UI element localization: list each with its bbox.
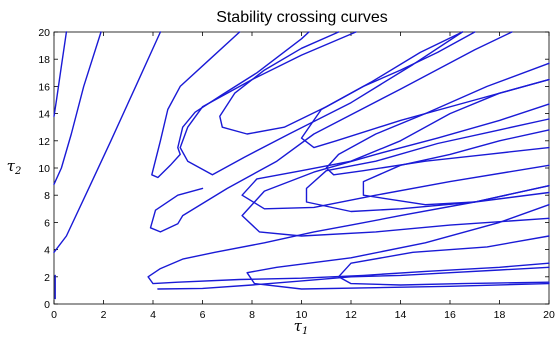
stability-curve-16 xyxy=(147,185,550,285)
y-axis-label: τ2 xyxy=(7,157,22,177)
y-tick-label: 20 xyxy=(38,27,50,39)
y-tick-label: 6 xyxy=(44,217,50,229)
y-axis-label-subscript: 2 xyxy=(14,166,21,177)
stability-curve-1 xyxy=(53,31,68,117)
stability-curve-3 xyxy=(53,31,162,253)
chart-title: Stability crossing curves xyxy=(216,9,388,26)
y-tick-label: 18 xyxy=(38,54,50,66)
x-axis-label: τ1 xyxy=(294,317,309,337)
y-tick-label: 12 xyxy=(38,136,50,148)
plot-area-frame xyxy=(53,31,550,305)
y-tick-label: 4 xyxy=(44,245,50,257)
x-axis-ticks: 0 2 4 6 8 10 12 14 16 18 20 xyxy=(51,32,555,321)
x-tick-label: 6 xyxy=(200,309,206,321)
y-tick-label: 14 xyxy=(38,109,50,121)
stability-curve-12 xyxy=(305,118,550,213)
stability-curve-11 xyxy=(241,103,550,237)
x-tick-label: 2 xyxy=(101,309,107,321)
stability-curve-7 xyxy=(149,31,513,233)
stability-curve-14 xyxy=(246,204,550,290)
x-tick-label: 8 xyxy=(249,309,255,321)
x-tick-label: 4 xyxy=(150,309,156,321)
x-tick-label: 0 xyxy=(51,309,57,321)
stability-curve-5 xyxy=(179,31,464,176)
stability-curve-6 xyxy=(219,31,464,135)
stability-curve-2 xyxy=(53,31,102,185)
x-tick-label: 14 xyxy=(395,309,407,321)
stability-curve-13 xyxy=(362,129,550,206)
x-tick-label: 18 xyxy=(494,309,506,321)
stability-curve-10 xyxy=(241,78,550,210)
y-tick-label: 0 xyxy=(44,299,50,311)
y-tick-label: 10 xyxy=(38,163,50,175)
stability-curve-17 xyxy=(157,266,550,290)
y-tick-label: 2 xyxy=(44,272,50,284)
x-tick-label: 16 xyxy=(444,309,456,321)
x-tick-label: 12 xyxy=(345,309,357,321)
stability-curve-4 xyxy=(151,31,310,179)
y-tick-label: 16 xyxy=(38,81,50,93)
x-tick-label: 20 xyxy=(543,309,555,321)
stability-curve-15 xyxy=(337,235,550,286)
x-tick-label: 10 xyxy=(296,309,308,321)
x-axis-label-subscript: 1 xyxy=(302,326,308,337)
y-axis-ticks: 0 2 4 6 8 10 12 14 16 18 20 xyxy=(38,27,549,311)
stability-curves xyxy=(53,31,550,300)
y-tick-label: 8 xyxy=(44,190,50,202)
